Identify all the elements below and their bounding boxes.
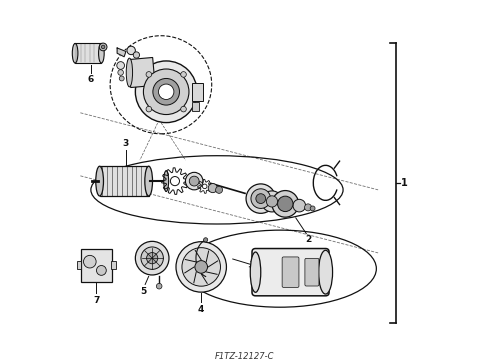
Bar [75,44,101,63]
Ellipse shape [98,44,104,63]
Bar [99,166,148,196]
Circle shape [293,199,306,212]
Bar [81,248,112,282]
Polygon shape [197,179,212,193]
Circle shape [185,172,203,190]
Circle shape [133,52,140,58]
Circle shape [267,196,277,207]
Ellipse shape [145,166,152,196]
Circle shape [144,69,189,114]
FancyBboxPatch shape [305,258,319,286]
FancyBboxPatch shape [282,257,299,287]
Circle shape [181,72,186,77]
Ellipse shape [318,250,333,294]
Circle shape [195,261,208,273]
Polygon shape [117,48,126,57]
Circle shape [208,184,218,193]
Text: 1: 1 [401,178,408,188]
Circle shape [277,196,293,212]
Circle shape [256,194,266,203]
Ellipse shape [73,44,78,63]
Circle shape [119,76,124,81]
Circle shape [97,266,106,275]
Ellipse shape [101,45,105,49]
Text: F1TZ-12127-C: F1TZ-12127-C [215,352,275,360]
Circle shape [203,238,208,242]
Circle shape [305,204,312,211]
Bar [128,58,155,87]
Text: 6: 6 [88,75,94,84]
Circle shape [147,253,158,264]
Text: 7: 7 [93,296,99,305]
Circle shape [127,46,135,55]
Circle shape [141,247,163,269]
Circle shape [118,70,123,75]
Text: 5: 5 [140,287,147,296]
Circle shape [202,184,207,189]
Circle shape [189,176,199,186]
Ellipse shape [96,166,103,196]
Circle shape [158,84,174,99]
Circle shape [262,191,282,212]
Circle shape [153,78,179,105]
Bar [76,261,81,269]
Ellipse shape [99,43,107,51]
Text: 2: 2 [305,235,311,244]
Circle shape [181,106,186,112]
Circle shape [310,206,315,211]
Text: 4: 4 [198,305,204,314]
Ellipse shape [250,252,261,292]
Text: 3: 3 [123,139,129,148]
Polygon shape [162,168,188,194]
Circle shape [251,189,270,208]
Circle shape [246,184,275,213]
Bar [193,102,199,111]
FancyBboxPatch shape [252,248,329,296]
Bar [193,83,203,100]
Circle shape [272,190,298,217]
Circle shape [83,255,96,268]
Circle shape [171,176,179,186]
Circle shape [146,106,151,112]
Circle shape [146,72,151,77]
Circle shape [182,248,220,286]
Circle shape [135,61,197,123]
Ellipse shape [164,171,169,192]
Circle shape [176,242,226,292]
Circle shape [135,241,169,275]
Circle shape [117,62,124,69]
Circle shape [216,186,222,193]
Ellipse shape [126,58,133,87]
Circle shape [156,283,162,289]
Bar [111,261,116,269]
